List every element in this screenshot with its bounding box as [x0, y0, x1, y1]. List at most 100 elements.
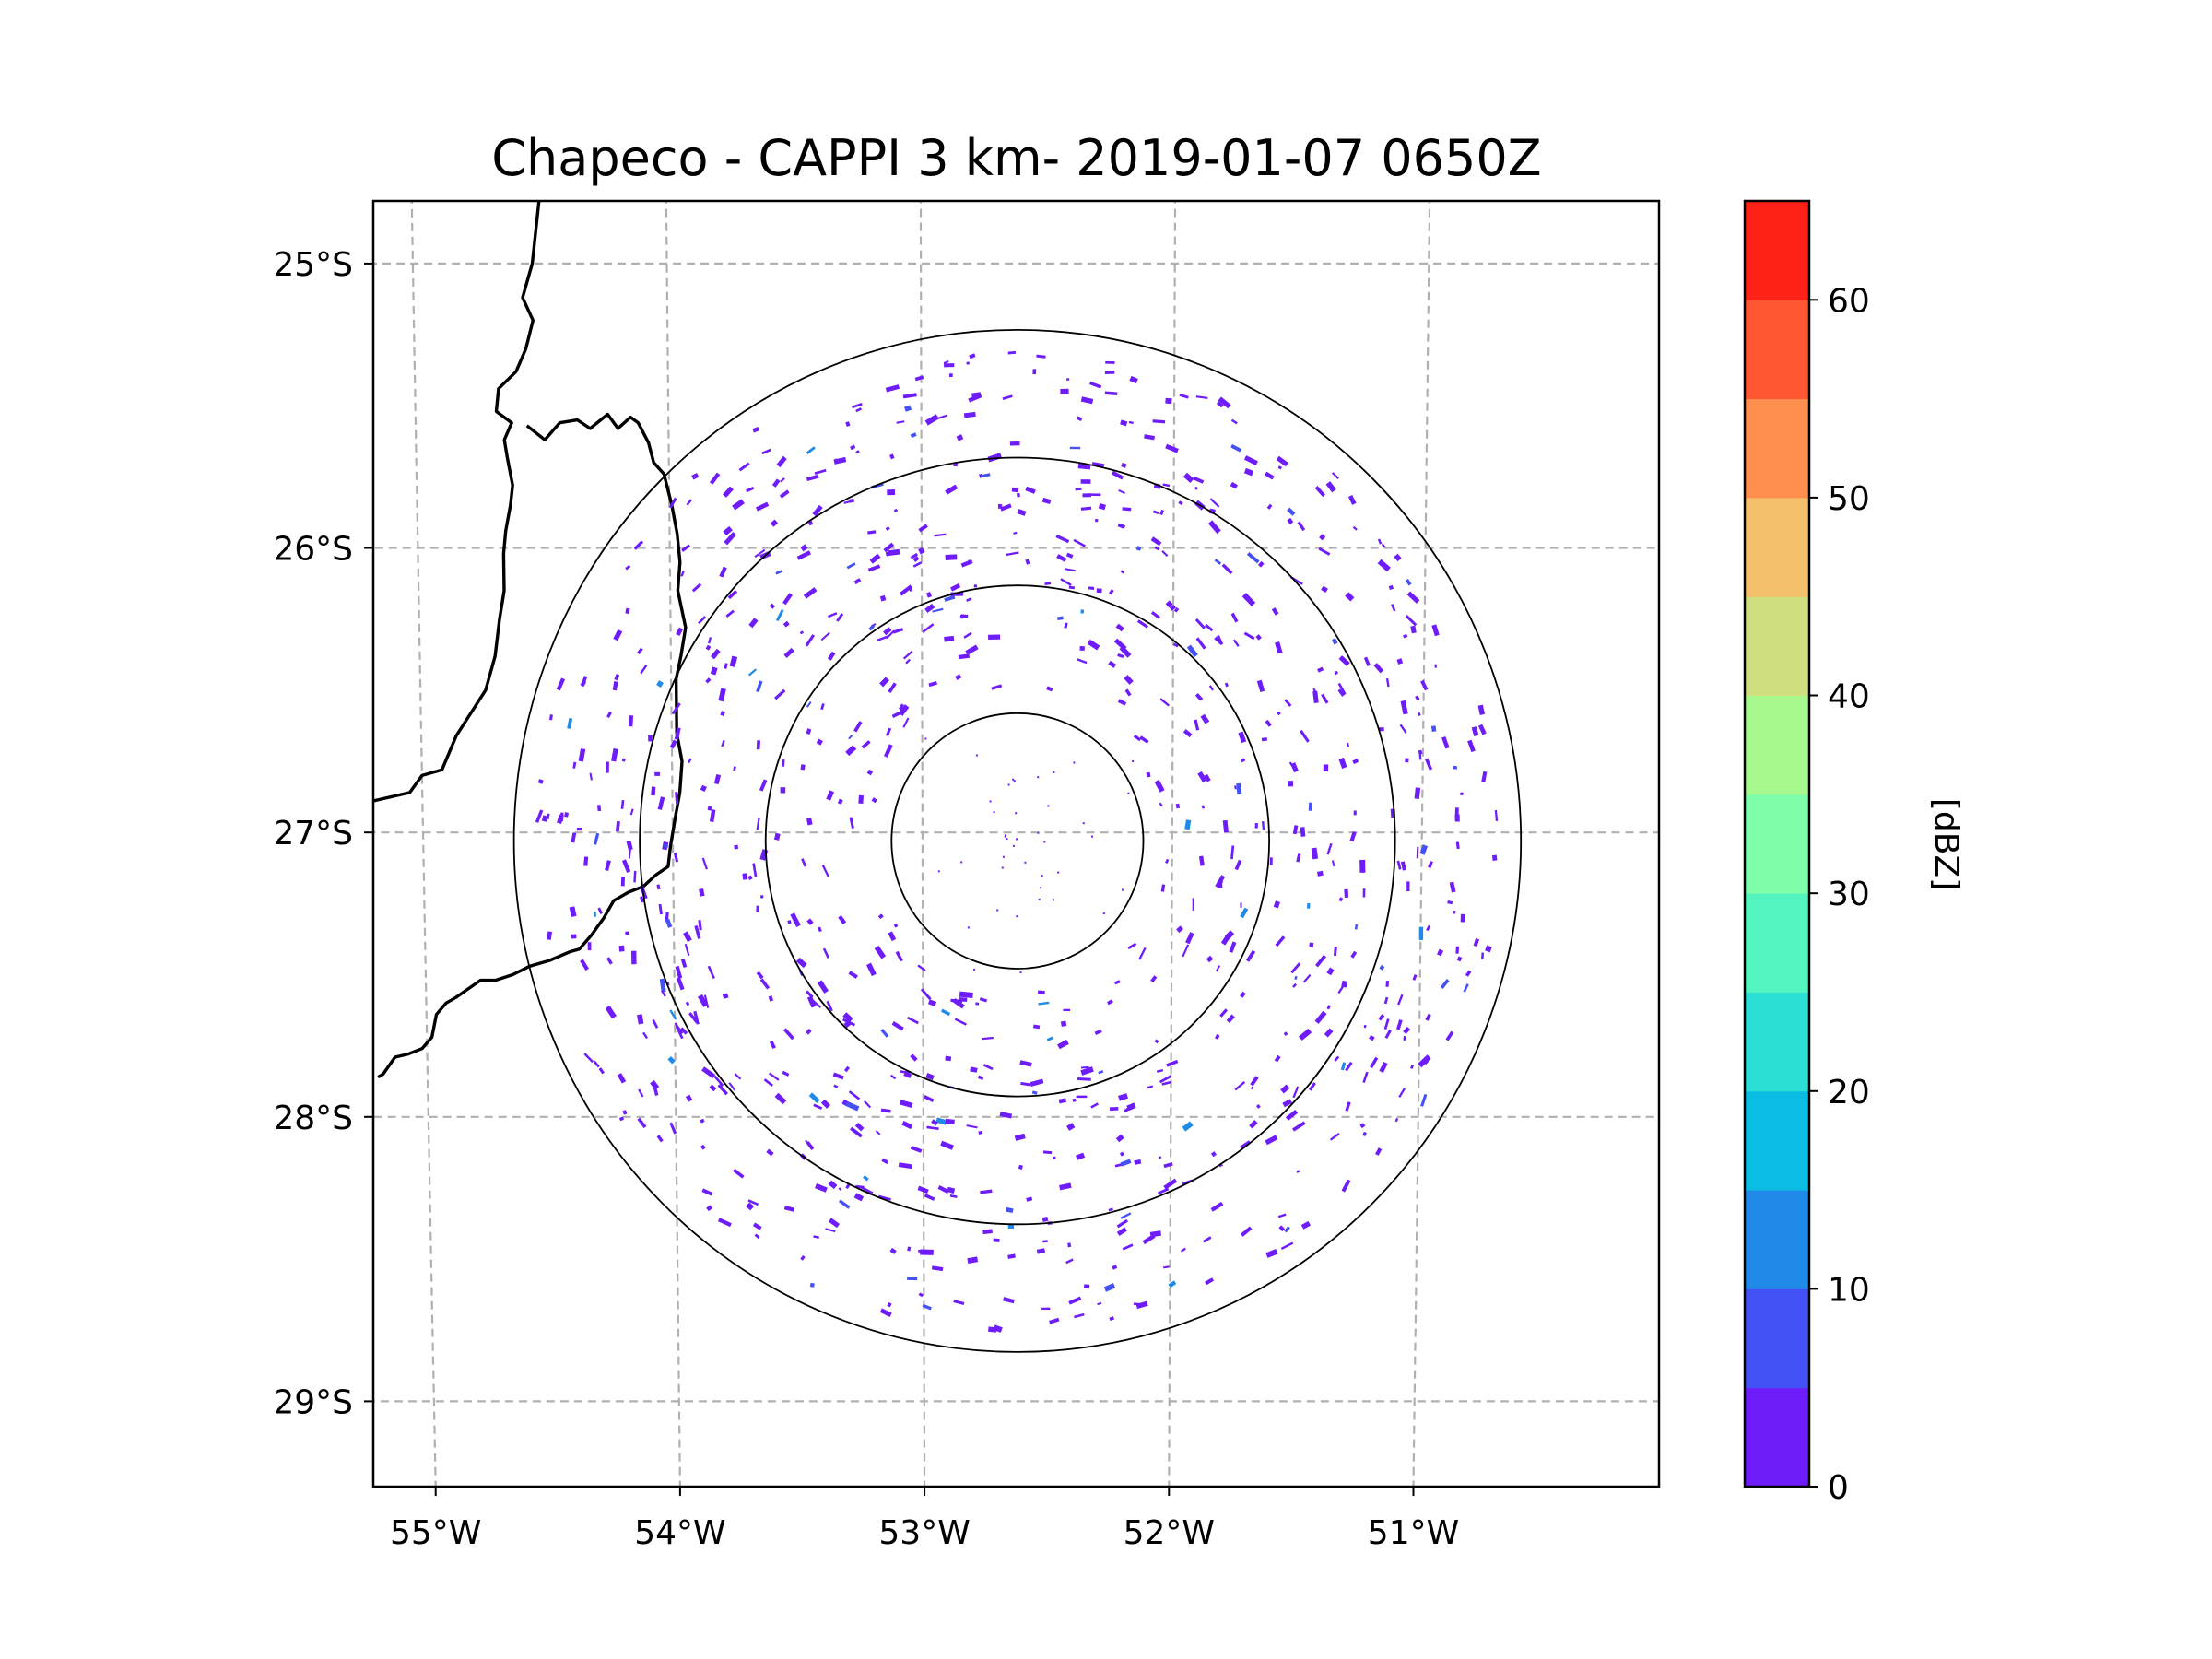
echo-cell — [1129, 375, 1138, 384]
echo-cell — [980, 1189, 993, 1194]
echo-cell — [1383, 996, 1389, 1005]
echo-cell — [1115, 1134, 1124, 1143]
echo-cell — [1481, 771, 1488, 782]
echo-cell — [556, 677, 566, 691]
echo-cell — [733, 1168, 745, 1179]
echo-cell — [564, 812, 570, 818]
echo-cell — [1007, 783, 1010, 786]
echo-cell — [1456, 956, 1463, 962]
echo-cell — [593, 1060, 600, 1068]
colorbar-bin — [1745, 596, 1809, 697]
echo-cell — [805, 634, 816, 647]
echo-cell — [1186, 644, 1198, 658]
echo-cell — [1363, 1024, 1367, 1029]
echo-cell — [535, 809, 544, 823]
figure-title: Chapeco - CAPPI 3 km- 2019-01-07 0650Z — [491, 129, 1541, 187]
echo-cell — [1331, 472, 1339, 480]
echo-cell — [628, 715, 634, 727]
echo-cell — [1154, 1039, 1159, 1044]
echo-cell — [1394, 1117, 1399, 1123]
echo-cell — [1373, 663, 1384, 674]
echo-cell — [663, 843, 669, 848]
echo-cell — [1309, 1082, 1316, 1091]
echo-cell — [1013, 780, 1016, 782]
echo-cell — [1453, 765, 1458, 770]
echo-cell — [975, 754, 978, 757]
echo-cell — [1283, 1031, 1288, 1037]
echo-cell — [783, 647, 794, 658]
echo-cell — [1207, 520, 1221, 535]
echo-cell — [1082, 822, 1085, 825]
echo-cell — [849, 817, 854, 829]
echo-cell — [1041, 875, 1043, 877]
echo-cell — [907, 1016, 919, 1025]
echo-cell — [701, 857, 708, 870]
echo-cell — [880, 1029, 889, 1038]
echo-cell — [580, 680, 587, 688]
echo-cell — [970, 1066, 978, 1073]
echo-cell — [589, 772, 593, 781]
echo-cell — [1068, 585, 1076, 590]
echo-cell — [1346, 742, 1350, 747]
echo-cell — [782, 593, 793, 606]
echo-cell — [707, 965, 715, 980]
echo-cell — [845, 745, 857, 757]
echo-cell — [843, 1020, 852, 1029]
echo-cell — [1290, 962, 1301, 974]
echo-cell — [973, 968, 976, 971]
echo-cell — [924, 1194, 935, 1201]
echo-cell — [724, 531, 736, 546]
echo-cell — [1431, 624, 1440, 637]
echo-cell — [1107, 999, 1113, 1006]
echo-cell — [960, 614, 969, 618]
echo-cell — [722, 993, 729, 999]
echo-cell — [1030, 1078, 1044, 1087]
echo-cell — [1179, 394, 1189, 399]
echo-cell — [1088, 586, 1095, 590]
echo-cell — [918, 1292, 924, 1298]
echo-cell — [912, 556, 920, 562]
echo-cell — [877, 1194, 892, 1201]
meridian-line — [919, 201, 926, 1487]
echo-cell — [700, 1144, 706, 1150]
colorbar-tick-label: 60 — [1828, 282, 1870, 320]
echo-cell — [1057, 1039, 1069, 1050]
echo-cell — [779, 489, 790, 499]
echo-cell — [1214, 559, 1222, 565]
echo-cell — [660, 990, 666, 997]
echo-cell — [1144, 434, 1155, 441]
echo-cell — [896, 420, 905, 424]
echo-cell — [697, 994, 709, 1007]
echo-cell — [1060, 388, 1069, 394]
echo-cell — [1394, 553, 1402, 562]
echo-cell — [1363, 656, 1371, 667]
echo-cell — [656, 680, 664, 688]
echo-cell — [863, 1175, 869, 1182]
echo-cell — [705, 677, 712, 684]
echo-cell — [656, 1135, 664, 1143]
echo-cell — [1060, 1020, 1067, 1027]
colorbar-bin — [1745, 1190, 1809, 1289]
echo-cell — [547, 931, 553, 940]
echo-cell — [1250, 1076, 1259, 1087]
echo-cell — [1012, 778, 1015, 781]
echo-cell — [773, 832, 781, 841]
echo-cell — [1205, 623, 1214, 632]
echo-cell — [1298, 1028, 1312, 1041]
echo-cell — [1109, 1316, 1115, 1322]
echo-cell — [1004, 835, 1006, 838]
echo-cell — [727, 590, 738, 600]
echo-cell — [1185, 932, 1194, 945]
y-tick-label: 26°S — [273, 531, 353, 569]
echo-cell — [1481, 952, 1485, 959]
echo-cell — [1215, 965, 1221, 972]
echo-cell — [1108, 589, 1114, 595]
echo-cell — [1326, 967, 1335, 976]
echo-cell — [868, 624, 876, 631]
echo-cell — [1065, 552, 1074, 559]
echo-cell — [1032, 369, 1037, 375]
meridian-line — [1412, 201, 1431, 1487]
echo-cell — [1265, 1135, 1278, 1146]
echo-cell — [1041, 1307, 1051, 1311]
echo-cell — [576, 827, 582, 831]
